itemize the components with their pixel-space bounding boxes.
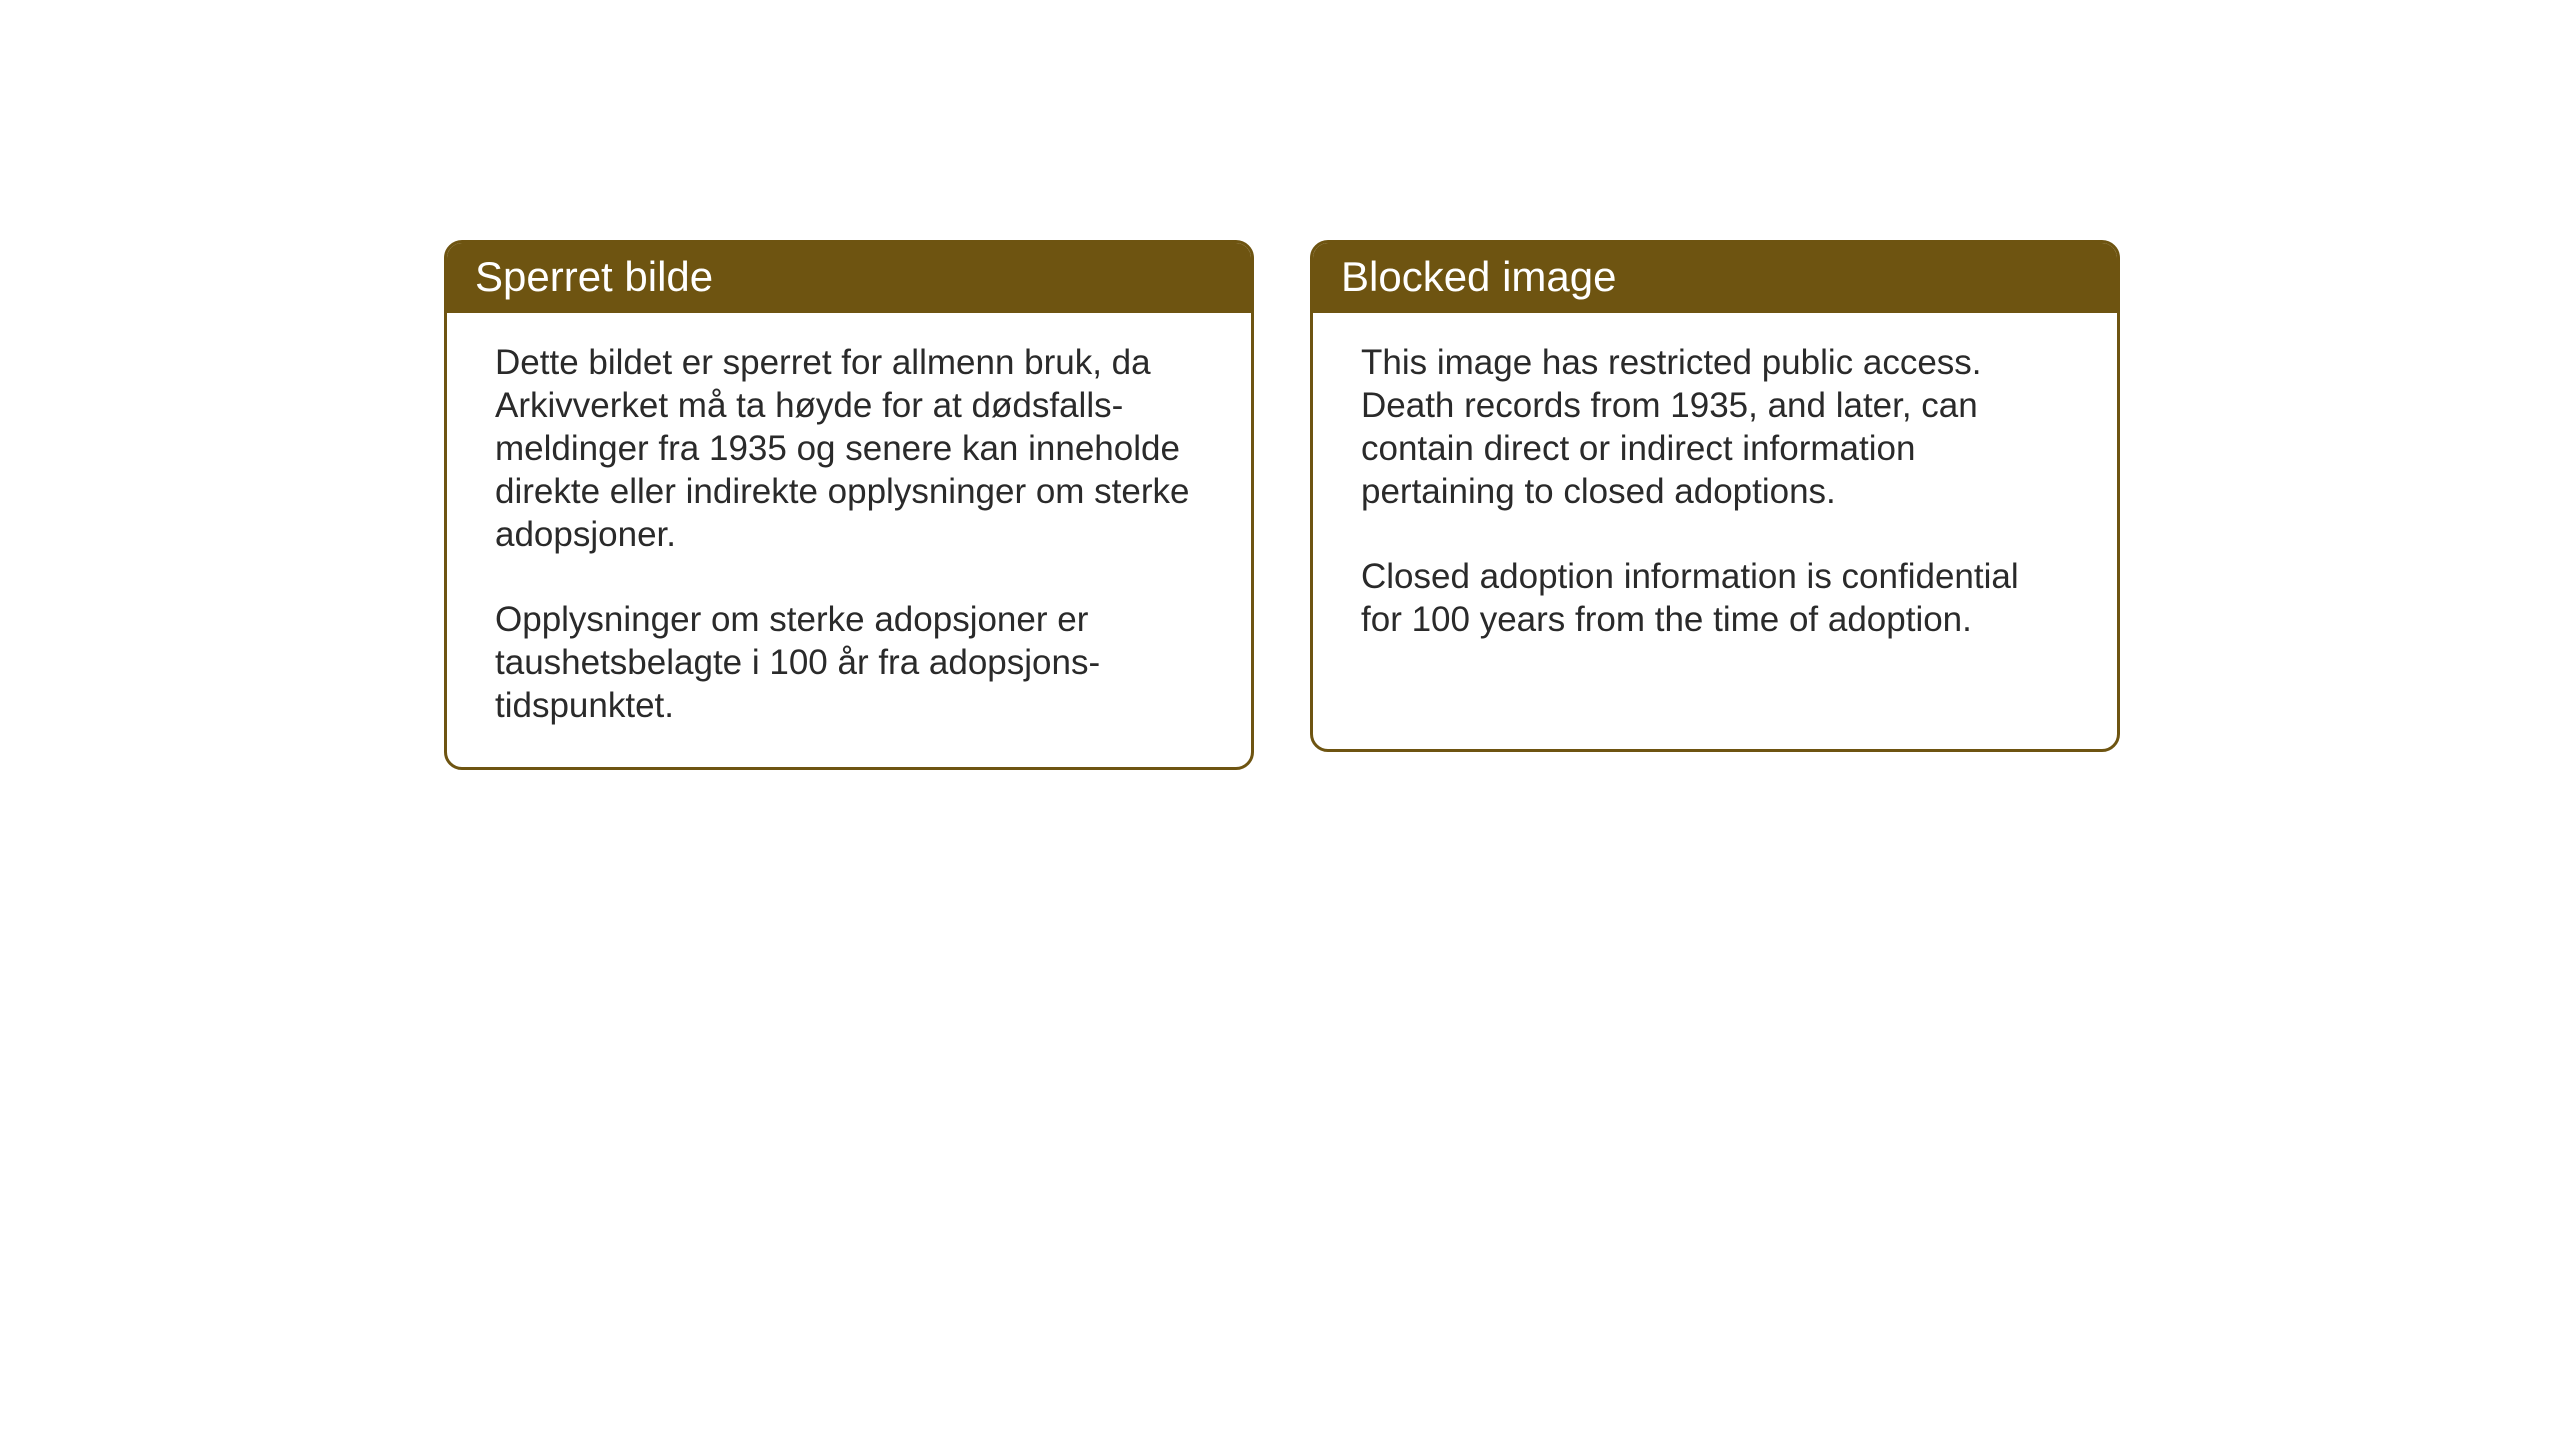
norwegian-notice-card: Sperret bilde Dette bildet er sperret fo… [444, 240, 1254, 770]
norwegian-paragraph-2: Opplysninger om sterke adopsjoner er tau… [495, 598, 1203, 727]
english-paragraph-2: Closed adoption information is confident… [1361, 555, 2069, 641]
norwegian-card-title: Sperret bilde [447, 243, 1251, 313]
norwegian-paragraph-1: Dette bildet er sperret for allmenn bruk… [495, 341, 1203, 556]
english-card-title: Blocked image [1313, 243, 2117, 313]
english-notice-card: Blocked image This image has restricted … [1310, 240, 2120, 752]
english-paragraph-1: This image has restricted public access.… [1361, 341, 2069, 513]
english-card-body: This image has restricted public access.… [1313, 313, 2117, 681]
norwegian-card-body: Dette bildet er sperret for allmenn bruk… [447, 313, 1251, 767]
notice-cards-container: Sperret bilde Dette bildet er sperret fo… [444, 240, 2120, 770]
